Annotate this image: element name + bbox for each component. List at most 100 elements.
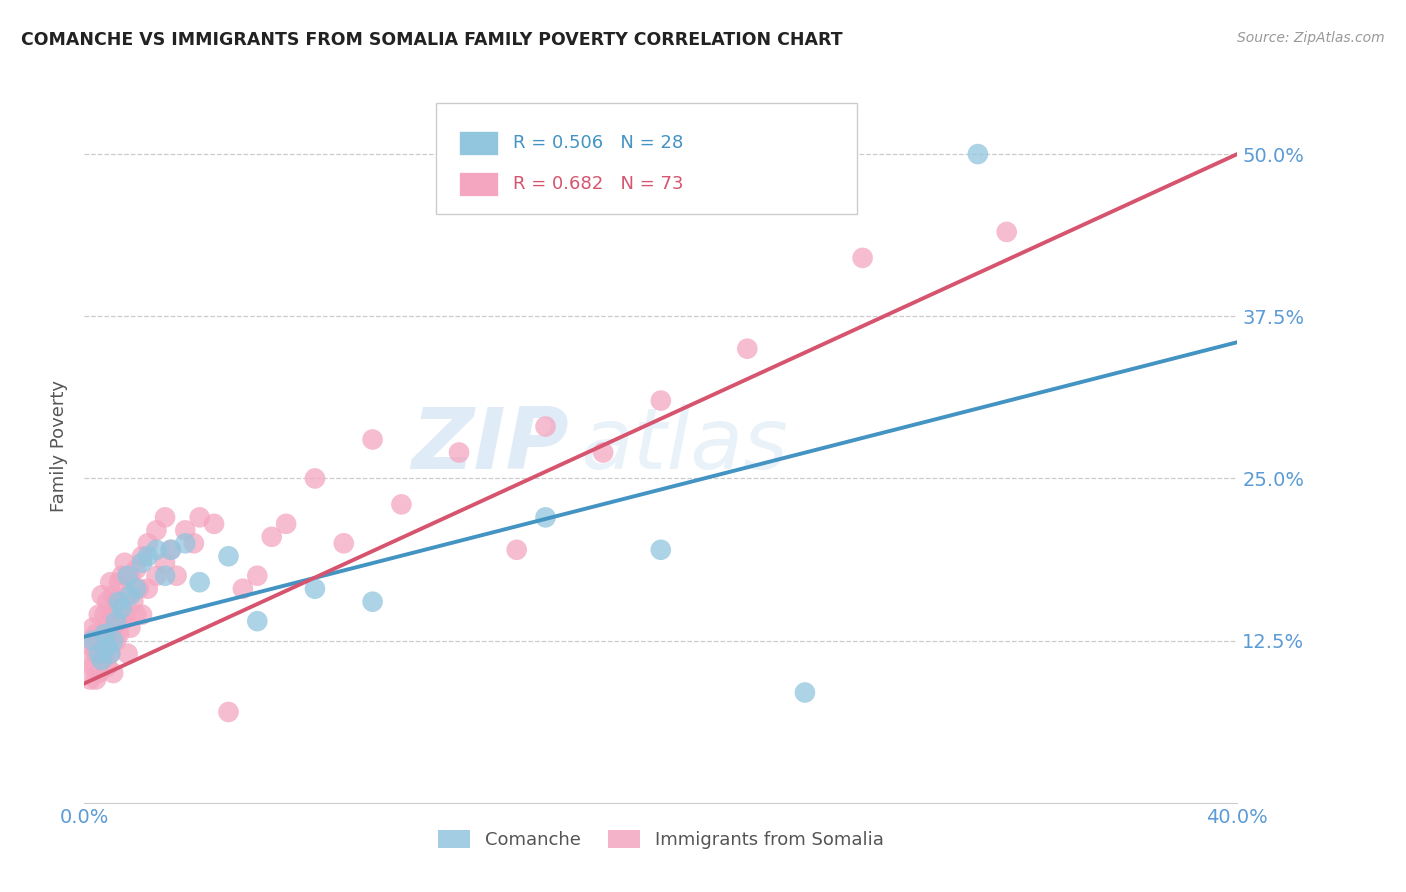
Point (650, 393, 672, 408)
Point (108, 627, 131, 641)
Point (98, 607, 121, 622)
Point (117, 568, 139, 582)
Point (79, 673, 101, 687)
Point (218, 705, 240, 719)
Point (114, 607, 136, 622)
Point (260, 530, 283, 544)
Point (160, 542, 183, 557)
Point (93, 607, 115, 622)
Point (120, 568, 142, 582)
Point (93, 627, 115, 641)
Text: atlas: atlas (581, 404, 789, 488)
Point (188, 575, 211, 590)
Point (183, 536, 205, 550)
FancyBboxPatch shape (460, 130, 498, 155)
Point (120, 588, 142, 602)
Point (153, 556, 176, 570)
Text: R = 0.682   N = 73: R = 0.682 N = 73 (513, 175, 683, 193)
Point (98, 575, 121, 590)
Point (304, 471, 326, 485)
Point (506, 542, 529, 557)
Point (794, 685, 817, 699)
Point (105, 633, 128, 648)
Text: COMANCHE VS IMMIGRANTS FROM SOMALIA FAMILY POVERTY CORRELATION CHART: COMANCHE VS IMMIGRANTS FROM SOMALIA FAMI… (21, 31, 842, 49)
Point (84, 673, 107, 687)
Point (84, 647, 107, 661)
Legend: Comanche, Immigrants from Somalia: Comanche, Immigrants from Somalia (429, 821, 893, 858)
Point (136, 582, 159, 596)
Point (967, 147, 990, 161)
Point (125, 562, 148, 576)
Point (174, 536, 197, 550)
Point (98, 647, 121, 661)
Point (333, 536, 356, 550)
Point (232, 582, 254, 596)
Point (87, 647, 110, 661)
Point (103, 588, 124, 602)
Point (82, 633, 104, 648)
Point (90, 588, 112, 602)
Point (103, 666, 124, 681)
Point (534, 510, 557, 524)
Point (87, 666, 110, 681)
Point (145, 542, 167, 557)
Point (136, 549, 159, 564)
Point (650, 542, 672, 557)
Point (76, 653, 98, 667)
Point (202, 516, 225, 531)
Point (166, 568, 188, 582)
Point (136, 536, 159, 550)
Point (90, 627, 112, 641)
Point (153, 510, 176, 524)
Point (852, 251, 875, 265)
Point (131, 607, 153, 622)
Point (96, 595, 118, 609)
Point (125, 582, 148, 596)
Point (117, 647, 139, 661)
Point (145, 524, 167, 538)
Point (120, 621, 142, 635)
Point (90, 653, 112, 667)
Point (449, 445, 471, 459)
Point (361, 433, 384, 447)
Text: ZIP: ZIP (411, 404, 568, 488)
Point (534, 419, 557, 434)
Point (174, 524, 197, 538)
FancyBboxPatch shape (436, 103, 856, 214)
Point (93, 647, 115, 661)
Point (125, 607, 148, 622)
Point (592, 445, 614, 459)
Point (153, 568, 176, 582)
Point (361, 595, 384, 609)
Point (82, 659, 104, 673)
Point (246, 614, 269, 628)
Point (304, 582, 326, 596)
Point (105, 614, 128, 628)
Point (82, 640, 104, 654)
Point (96, 640, 118, 654)
Point (103, 633, 124, 648)
Point (84, 627, 107, 641)
Point (117, 588, 139, 602)
Point (122, 595, 145, 609)
Point (160, 542, 183, 557)
Point (737, 342, 759, 356)
Point (276, 516, 298, 531)
Point (218, 549, 240, 564)
Point (108, 595, 131, 609)
Point (79, 633, 101, 648)
Y-axis label: Family Poverty: Family Poverty (51, 380, 69, 512)
Point (111, 614, 134, 628)
Point (131, 556, 153, 570)
Point (103, 621, 124, 635)
Point (96, 627, 118, 641)
Text: R = 0.506   N = 28: R = 0.506 N = 28 (513, 134, 683, 152)
Point (105, 595, 128, 609)
Point (108, 575, 131, 590)
Point (87, 640, 110, 654)
Point (96, 659, 118, 673)
Point (128, 582, 150, 596)
Point (111, 568, 134, 582)
Point (246, 568, 269, 582)
Point (90, 653, 112, 667)
